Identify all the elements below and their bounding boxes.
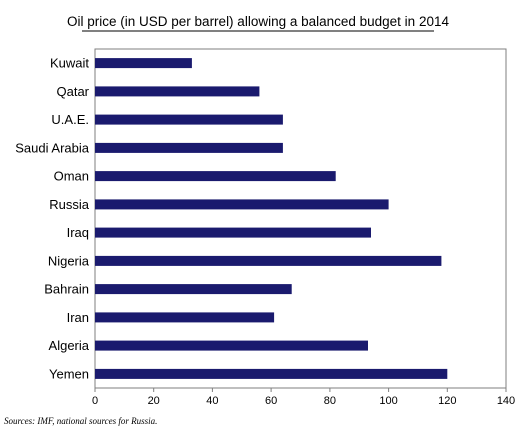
chart-title: Oil price (in USD per barrel) allowing a… <box>67 14 449 29</box>
bar-oman <box>95 171 336 182</box>
category-label-u-a-e: U.A.E. <box>51 112 89 127</box>
bar-iraq <box>95 227 371 238</box>
category-label-kuwait: Kuwait <box>50 56 89 71</box>
bar-iran <box>95 312 275 323</box>
category-label-algeria: Algeria <box>49 338 90 353</box>
category-label-yemen: Yemen <box>49 366 89 381</box>
category-label-saudi-arabia: Saudi Arabia <box>15 140 89 155</box>
bars-group <box>95 58 448 379</box>
x-tick-label-0: 0 <box>92 395 98 407</box>
category-label-iran: Iran <box>67 310 89 325</box>
x-tick-label-60: 60 <box>265 395 277 407</box>
source-note: Sources: IMF, national sources for Russi… <box>4 416 157 426</box>
bar-yemen <box>95 368 448 379</box>
bar-russia <box>95 199 389 210</box>
x-tick-label-140: 140 <box>497 395 515 407</box>
bar-algeria <box>95 340 368 351</box>
category-label-qatar: Qatar <box>56 84 89 99</box>
category-label-iraq: Iraq <box>67 225 89 240</box>
category-label-bahrain: Bahrain <box>44 282 89 297</box>
x-tick-label-100: 100 <box>379 395 397 407</box>
x-axis-ticks: 0 20 40 60 80 100 120 140 <box>92 388 515 407</box>
x-tick-label-80: 80 <box>324 395 336 407</box>
x-tick-label-20: 20 <box>148 395 160 407</box>
bar-u-a-e <box>95 114 283 125</box>
bar-nigeria <box>95 255 442 266</box>
plot-frame <box>94 48 507 389</box>
x-tick-label-120: 120 <box>438 395 456 407</box>
category-label-nigeria: Nigeria <box>48 253 90 268</box>
x-tick-label-40: 40 <box>206 395 218 407</box>
bar-qatar <box>95 86 260 97</box>
bar-bahrain <box>95 284 292 295</box>
category-label-russia: Russia <box>49 197 90 212</box>
category-label-oman: Oman <box>54 169 89 184</box>
category-labels: Kuwait Qatar U.A.E. Saudi Arabia Oman Russia I… <box>15 56 90 382</box>
bar-kuwait <box>95 58 192 69</box>
bar-saudi-arabia <box>95 142 283 153</box>
